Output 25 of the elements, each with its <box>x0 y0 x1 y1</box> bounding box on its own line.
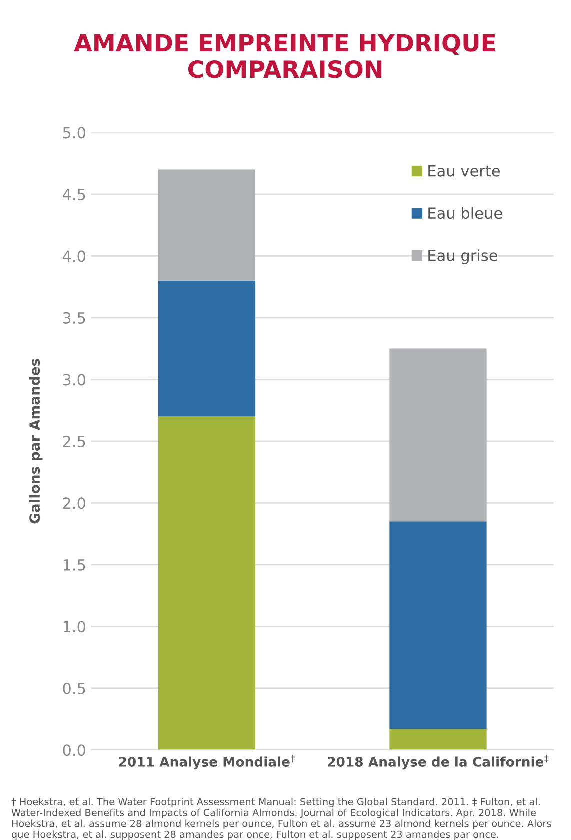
bar <box>158 416 256 750</box>
y-tick-label: 4.5 <box>62 189 86 200</box>
y-tick-label: 2.5 <box>63 436 86 448</box>
y-tick-label: 2.0 <box>63 498 86 510</box>
bar <box>390 522 487 730</box>
y-axis-title: Gallons par Amandes <box>29 359 43 524</box>
x-tick-label: 2018 Analyse de la Californie$^{‡}$ <box>328 754 549 770</box>
chart-title: AMANDE EMPREINTE HYDRIQUE COMPARAISON <box>74 34 496 78</box>
y-tick-label: 1.5 <box>64 560 86 571</box>
x-tick-label: 2011 Analyse Mondiale$^{†}$ <box>119 754 296 770</box>
bar <box>390 348 487 522</box>
y-tick-label: 0.5 <box>63 682 86 694</box>
legend-label: Eau verte <box>428 165 500 177</box>
y-tick-label: 5.0 <box>63 127 86 139</box>
y-tick-label: 0.0 <box>63 744 86 756</box>
text: † Hoekstra, et al. The Water Footprint Assessment Manual: Setting the Global Standard. 2011. ‡ Fulton, et al. Water-Indexed Benefits and Impacts of California Almonds. Journal of Ecological Indicators. Apr. 2018. While Hoekstra, et al. assume 28 almond kernels per ounce, Fulton et al. assume 23 almond kernels per ounce. Alors que Hoekstra, et al. supposent 28 amandes par once, Fulton et al. supposent 23 amandes par once. <box>12 798 552 840</box>
y-tick-label: 4.0 <box>62 250 86 262</box>
y-tick-label: 1.0 <box>64 621 86 633</box>
bar <box>158 170 256 281</box>
bar <box>158 280 256 417</box>
legend-label: Eau bleue <box>428 207 502 220</box>
y-tick-label: 3.0 <box>63 374 86 386</box>
legend-label: Eau grise <box>428 250 498 264</box>
bar <box>390 729 487 750</box>
y-tick-label: 3.5 <box>63 312 86 324</box>
